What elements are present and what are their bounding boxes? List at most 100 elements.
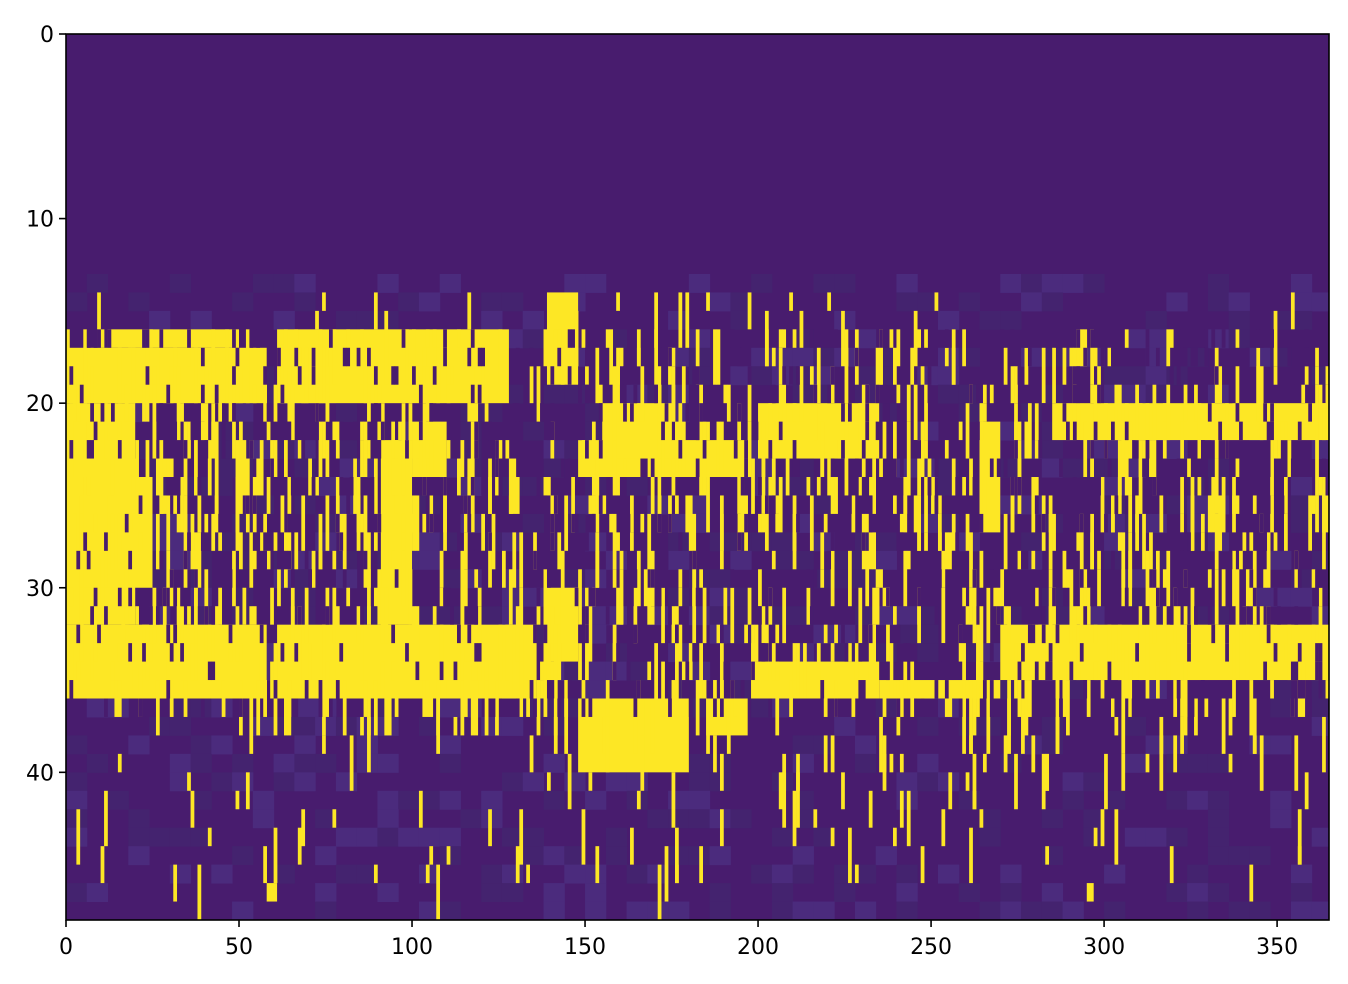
low-cell xyxy=(311,477,316,496)
low-cell xyxy=(391,366,396,385)
high-cell xyxy=(1162,440,1167,459)
high-cell xyxy=(422,440,427,477)
high-cell xyxy=(356,606,361,644)
texture-cell xyxy=(896,606,918,626)
high-cell xyxy=(270,587,274,625)
high-cell xyxy=(1048,606,1053,662)
low-cell xyxy=(1027,624,1032,644)
low-cell xyxy=(425,495,430,514)
high-cell xyxy=(640,698,645,736)
high-cell xyxy=(969,680,973,699)
low-cell xyxy=(1152,569,1157,588)
high-cell xyxy=(581,440,586,459)
high-cell xyxy=(162,458,167,477)
low-cell xyxy=(657,587,662,607)
low-cell xyxy=(273,680,278,699)
high-cell xyxy=(1114,809,1119,865)
low-cell xyxy=(1097,384,1101,404)
texture-cell xyxy=(771,532,794,552)
high-cell xyxy=(69,403,74,441)
low-cell xyxy=(854,347,859,367)
high-cell xyxy=(1069,569,1074,625)
high-cell xyxy=(543,477,548,496)
high-cell xyxy=(1024,421,1029,459)
high-cell xyxy=(308,643,312,662)
high-cell xyxy=(1183,680,1188,736)
high-cell xyxy=(183,513,188,533)
low-cell xyxy=(1072,477,1077,496)
high-cell xyxy=(844,421,849,459)
texture-cell xyxy=(128,846,150,866)
high-cell xyxy=(726,384,731,422)
texture-cell xyxy=(605,772,628,792)
low-cell xyxy=(623,403,627,422)
low-cell xyxy=(899,458,904,477)
high-cell xyxy=(1145,753,1150,773)
high-cell xyxy=(235,513,240,533)
high-cell xyxy=(322,347,326,367)
low-cell xyxy=(1079,569,1084,588)
high-cell xyxy=(1183,384,1188,422)
texture-cell xyxy=(418,901,441,920)
texture-cell xyxy=(66,735,88,755)
high-cell xyxy=(1235,329,1240,348)
high-cell xyxy=(1135,513,1139,551)
low-cell xyxy=(668,606,672,625)
low-cell xyxy=(1290,698,1295,717)
low-cell xyxy=(899,403,904,422)
texture-cell xyxy=(1187,513,1209,533)
texture-cell xyxy=(1207,883,1230,903)
low-cell xyxy=(252,532,257,551)
low-cell xyxy=(643,458,648,477)
high-cell xyxy=(1263,569,1268,588)
low-cell xyxy=(588,587,593,607)
low-cell xyxy=(782,366,787,385)
low-cell xyxy=(245,495,250,514)
high-cell xyxy=(367,384,371,422)
high-cell xyxy=(768,477,773,496)
low-cell xyxy=(360,587,364,607)
high-cell xyxy=(204,403,209,441)
high-cell xyxy=(806,587,811,625)
texture-cell xyxy=(211,477,233,496)
high-cell xyxy=(768,587,773,625)
high-cell xyxy=(110,440,115,496)
texture-cell xyxy=(294,292,316,312)
high-cell xyxy=(1273,310,1278,367)
texture-cell xyxy=(792,901,814,920)
high-cell xyxy=(1135,384,1139,441)
high-cell xyxy=(363,495,368,551)
high-cell xyxy=(889,329,894,348)
low-cell xyxy=(730,329,735,348)
low-cell xyxy=(83,532,88,551)
high-cell xyxy=(972,587,977,644)
low-cell xyxy=(1169,366,1174,385)
high-cell xyxy=(657,421,662,459)
high-cell xyxy=(1232,550,1236,607)
high-cell xyxy=(512,643,517,699)
low-cell xyxy=(200,698,205,717)
low-cell xyxy=(1145,606,1150,625)
low-cell xyxy=(117,440,122,459)
low-cell xyxy=(360,550,364,570)
high-cell xyxy=(467,384,472,422)
high-cell xyxy=(225,329,229,348)
low-cell xyxy=(1076,366,1081,385)
low-cell xyxy=(740,477,745,496)
low-cell xyxy=(232,366,236,385)
high-cell xyxy=(117,643,122,662)
high-cell xyxy=(789,292,793,311)
texture-cell xyxy=(1062,901,1084,920)
low-cell xyxy=(1055,329,1060,348)
high-cell xyxy=(481,513,485,551)
low-cell xyxy=(1048,643,1053,662)
high-cell xyxy=(1149,440,1153,477)
low-cell xyxy=(481,477,485,496)
high-cell xyxy=(571,477,575,533)
high-cell xyxy=(380,587,385,644)
low-cell xyxy=(491,587,496,607)
high-cell xyxy=(893,606,897,625)
low-cell xyxy=(581,698,586,717)
high-cell xyxy=(322,421,326,459)
high-cell xyxy=(1034,587,1039,607)
